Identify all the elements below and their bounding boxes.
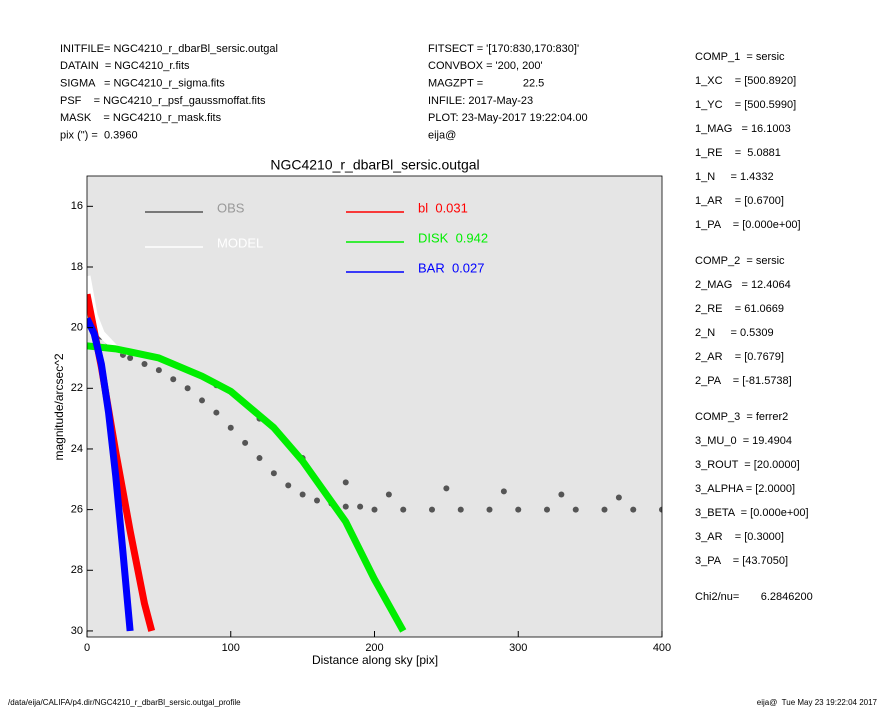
component-line: 1_YC = [500.5990] xyxy=(695,99,796,111)
header-line: SIGMA = NGC4210_r_sigma.fits xyxy=(60,78,225,90)
obs-point xyxy=(572,506,579,513)
component-line: Chi2/nu= 6.2846200 xyxy=(695,591,813,603)
obs-point xyxy=(170,376,177,383)
plot-area xyxy=(87,275,662,633)
obs-point xyxy=(342,503,349,510)
component-line: 3_ROUT = [20.0000] xyxy=(695,459,800,471)
obs-point xyxy=(659,506,662,513)
legend-label: MODEL xyxy=(217,235,263,250)
y-axis-label: magnitude/arcsec^2 xyxy=(52,353,66,460)
component-line: COMP_2 = sersic xyxy=(695,255,785,267)
component-line: 3_BETA = [0.000e+00] xyxy=(695,507,809,519)
legend-label: bl 0.031 xyxy=(418,200,468,215)
header-line: eija@ xyxy=(428,129,456,141)
y-tick-label: 30 xyxy=(71,625,83,637)
x-axis-label: Distance along sky [pix] xyxy=(312,653,438,667)
obs-point xyxy=(141,361,148,368)
header-line: INITFILE= NGC4210_r_dbarBl_sersic.outgal xyxy=(60,43,278,55)
obs-point xyxy=(558,491,565,498)
y-tick-label: 24 xyxy=(71,443,83,455)
header-line: CONVBOX = '200, 200' xyxy=(428,60,543,72)
header-line: pix (") = 0.3960 xyxy=(60,129,138,141)
y-tick-label: 18 xyxy=(71,261,83,273)
component-line: 3_AR = [0.3000] xyxy=(695,531,784,543)
component-line: 2_AR = [0.7679] xyxy=(695,351,784,363)
component-line: 3_ALPHA = [2.0000] xyxy=(695,483,795,495)
obs-point xyxy=(429,506,435,513)
y-tick-label: 16 xyxy=(71,200,83,212)
component-line: 2_N = 0.5309 xyxy=(695,327,774,339)
x-tick-label: 300 xyxy=(509,642,527,654)
obs-point xyxy=(630,506,637,513)
obs-point xyxy=(270,470,277,477)
x-tick-label: 0 xyxy=(84,642,90,654)
obs-point xyxy=(314,497,320,504)
y-tick-label: 28 xyxy=(71,564,83,576)
header-line: MAGZPT = 22.5 xyxy=(428,78,544,90)
component-line: 2_MAG = 12.4064 xyxy=(695,279,791,291)
y-tick-label: 22 xyxy=(71,382,83,394)
header-line: INFILE: 2017-May-23 xyxy=(428,95,533,107)
obs-point xyxy=(127,354,134,361)
x-tick-label: 100 xyxy=(222,642,240,654)
component-line: 1_PA = [0.000e+00] xyxy=(695,219,801,231)
x-tick-label: 200 xyxy=(365,642,383,654)
obs-point xyxy=(457,506,464,513)
obs-point xyxy=(615,494,622,501)
obs-point xyxy=(357,503,364,510)
obs-point xyxy=(400,506,407,513)
component-line: 3_PA = [43.7050] xyxy=(695,555,788,567)
component-line: 1_XC = [500.8920] xyxy=(695,75,796,87)
header-line: FITSECT = '[170:830,170:830]' xyxy=(428,43,579,55)
obs-point xyxy=(256,455,263,462)
component-line: 3_MU_0 = 19.4904 xyxy=(695,435,792,447)
obs-point xyxy=(155,367,162,374)
component-line: COMP_3 = ferrer2 xyxy=(695,411,788,423)
plot-background xyxy=(87,176,662,637)
x-tick-label: 400 xyxy=(653,642,671,654)
component-line: 2_RE = 61.0669 xyxy=(695,303,784,315)
y-tick-label: 20 xyxy=(71,322,83,334)
component-line: COMP_1 = sersic xyxy=(695,51,785,63)
obs-point xyxy=(486,506,493,513)
obs-point xyxy=(385,491,392,498)
header-line: MASK = NGC4210_r_mask.fits xyxy=(60,112,222,124)
obs-point xyxy=(342,479,349,486)
legend-label: BAR 0.027 xyxy=(418,260,485,275)
component-line: 1_AR = [0.6700] xyxy=(695,195,784,207)
chart-title: NGC4210_r_dbarBl_sersic.outgal xyxy=(270,157,479,173)
component-line: 2_PA = [-81.5738] xyxy=(695,375,792,387)
header-line: PLOT: 23-May-2017 19:22:04.00 xyxy=(428,112,588,124)
profile-line xyxy=(87,317,134,632)
obs-point xyxy=(242,439,249,446)
component-line: 1_MAG = 16.1003 xyxy=(695,123,791,135)
footer-stamp: eija@ Tue May 23 19:22:04 2017 xyxy=(757,698,878,707)
obs-point xyxy=(601,506,608,513)
obs-point xyxy=(184,385,191,392)
obs-point xyxy=(544,506,550,513)
component-line: 1_RE = 5.0881 xyxy=(695,147,781,159)
header-line: PSF = NGC4210_r_psf_gaussmoffat.fits xyxy=(60,95,266,107)
obs-point xyxy=(299,491,306,498)
footer-path: /data/eija/CALIFA/p4.dir/NGC4210_r_dbarB… xyxy=(8,698,241,707)
obs-point xyxy=(285,482,292,489)
obs-point xyxy=(500,488,507,495)
obs-point xyxy=(199,397,205,404)
obs-point xyxy=(371,506,378,513)
legend-label: DISK 0.942 xyxy=(418,230,488,245)
obs-point xyxy=(213,409,220,416)
y-tick-label: 26 xyxy=(71,504,83,516)
obs-point xyxy=(227,424,234,431)
obs-point xyxy=(443,485,450,492)
component-line: 1_N = 1.4332 xyxy=(695,171,774,183)
profile-line xyxy=(87,342,407,633)
obs-point xyxy=(515,506,522,513)
header-line: DATAIN = NGC4210_r.fits xyxy=(60,60,190,72)
legend-label: OBS xyxy=(217,200,245,215)
